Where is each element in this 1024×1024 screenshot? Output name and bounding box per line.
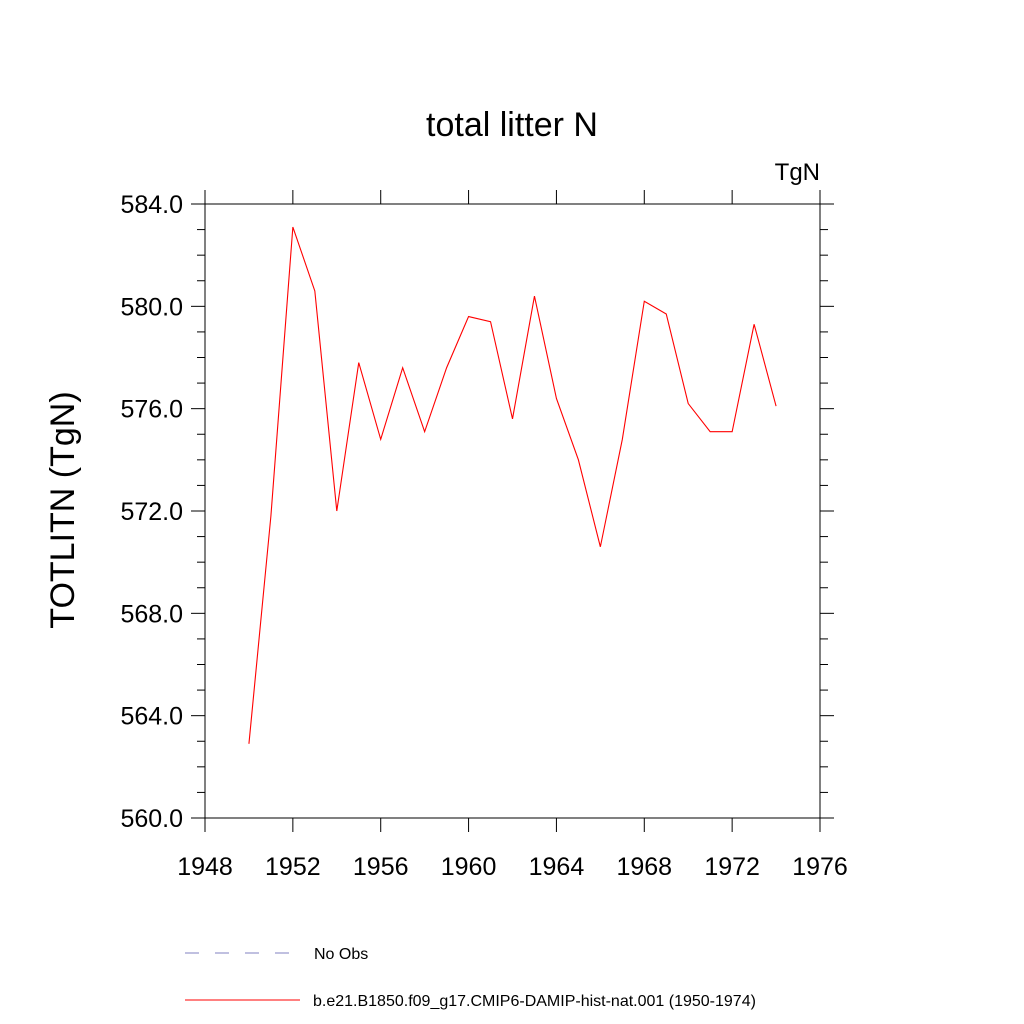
series-point: [424, 431, 425, 432]
legend-label: b.e21.B1850.f09_g17.CMIP6-DAMIP-hist-nat…: [313, 993, 756, 1010]
series-line-1: [248, 226, 777, 744]
y-axis: 560.0 564.0 568.0 572.0 576.0 580.0 584.0: [120, 191, 834, 833]
series-point: [556, 398, 557, 399]
series-point: [754, 324, 755, 325]
series-layer: [248, 226, 777, 744]
x-tick-label: 1960: [441, 853, 497, 881]
series-point: [666, 313, 667, 314]
legend-label: No Obs: [314, 946, 368, 963]
series-point: [248, 743, 249, 744]
y-tick-label: 576.0: [120, 396, 183, 424]
series-point: [688, 403, 689, 404]
x-tick-label: 1964: [529, 853, 585, 881]
series-point: [380, 439, 381, 440]
y-tick-label: 564.0: [120, 703, 183, 731]
y-tick-label: 560.0: [120, 805, 183, 833]
series-point: [600, 546, 601, 547]
y-axis-label: TOTLITN (TgN): [44, 391, 82, 628]
units-label: TgN: [775, 159, 820, 186]
y-tick-label: 584.0: [120, 191, 183, 219]
series-point: [446, 367, 447, 368]
series-point: [578, 459, 579, 460]
series-point: [490, 321, 491, 322]
series-point: [710, 431, 711, 432]
y-tick-label: 572.0: [120, 498, 183, 526]
x-tick-label: 1948: [177, 853, 233, 881]
series-point: [336, 510, 337, 511]
legend: No Obs b.e21.B1850.f09_g17.CMIP6-DAMIP-hi…: [185, 946, 756, 1010]
series-point: [512, 418, 513, 419]
series-point: [358, 362, 359, 363]
x-tick-label: 1976: [792, 853, 848, 881]
series-point: [622, 439, 623, 440]
series-point: [732, 431, 733, 432]
series-point: [534, 296, 535, 297]
series-point: [270, 516, 271, 517]
y-tick-label: 568.0: [120, 600, 183, 628]
x-tick-label: 1972: [704, 853, 760, 881]
series-point: [468, 316, 469, 317]
plot-frame: [204, 203, 821, 819]
x-tick-label: 1952: [265, 853, 321, 881]
series-point: [775, 406, 776, 407]
x-tick-label: 1968: [616, 853, 672, 881]
series-point: [314, 290, 315, 291]
y-tick-label: 580.0: [120, 293, 183, 321]
x-tick-label: 1956: [353, 853, 409, 881]
chart-title: total litter N: [426, 106, 598, 144]
series-point: [402, 367, 403, 368]
x-axis: 1948 1952 1956 1960 1964 1968 1972 1976: [177, 190, 848, 881]
series-point: [644, 301, 645, 302]
series-point: [292, 226, 293, 227]
